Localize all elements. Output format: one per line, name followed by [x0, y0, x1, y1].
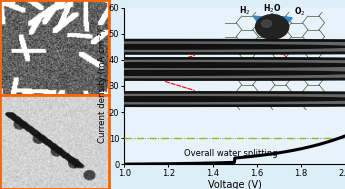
Circle shape	[0, 58, 345, 72]
Circle shape	[0, 66, 345, 80]
Circle shape	[0, 63, 345, 67]
Circle shape	[0, 44, 345, 49]
Circle shape	[0, 70, 345, 75]
Circle shape	[0, 94, 345, 104]
Y-axis label: Current density (mA cm⁻²): Current density (mA cm⁻²)	[98, 29, 107, 143]
Ellipse shape	[0, 42, 345, 94]
Circle shape	[0, 97, 345, 101]
Circle shape	[0, 92, 345, 106]
Ellipse shape	[0, 47, 345, 99]
Circle shape	[0, 42, 345, 51]
Text: Overall water splitting: Overall water splitting	[184, 149, 277, 158]
Circle shape	[0, 60, 345, 70]
X-axis label: Voltage (V): Voltage (V)	[208, 180, 262, 189]
Circle shape	[0, 68, 345, 78]
Circle shape	[0, 40, 345, 54]
